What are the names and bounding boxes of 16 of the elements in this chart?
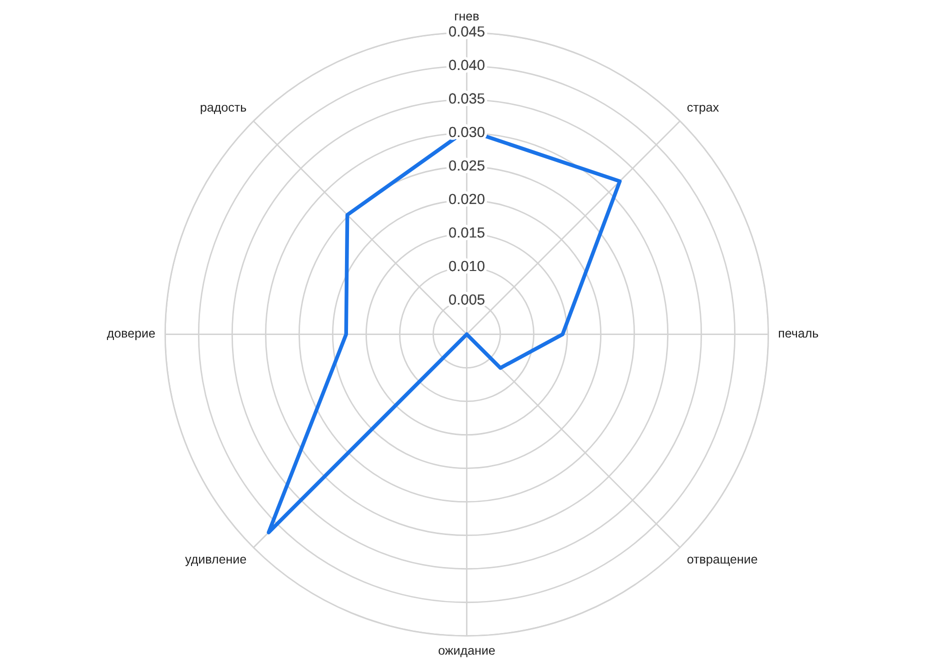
y-tick-label: 0.040 <box>449 60 484 70</box>
y-tick-label: 0.005 <box>449 294 484 305</box>
spoke-label: удивление <box>185 556 246 566</box>
spoke-label: доверие <box>106 330 155 340</box>
y-tick-label: 0.010 <box>449 260 484 272</box>
y-tick-label: 0.025 <box>449 160 484 171</box>
spoke-label: ожидание <box>438 648 495 658</box>
y-tick-label: 0.020 <box>449 194 484 204</box>
y-tick-label: 0.035 <box>449 93 484 104</box>
y-tick-label: 0.015 <box>449 227 484 238</box>
spoke-label: страх <box>687 104 719 114</box>
y-tick-label: 0.045 <box>449 26 484 37</box>
spoke-label: радость <box>200 104 246 114</box>
spoke-label: печаль <box>778 330 818 338</box>
spoke-label: отвращение <box>687 556 758 566</box>
spoke-label: гнев <box>455 14 479 21</box>
